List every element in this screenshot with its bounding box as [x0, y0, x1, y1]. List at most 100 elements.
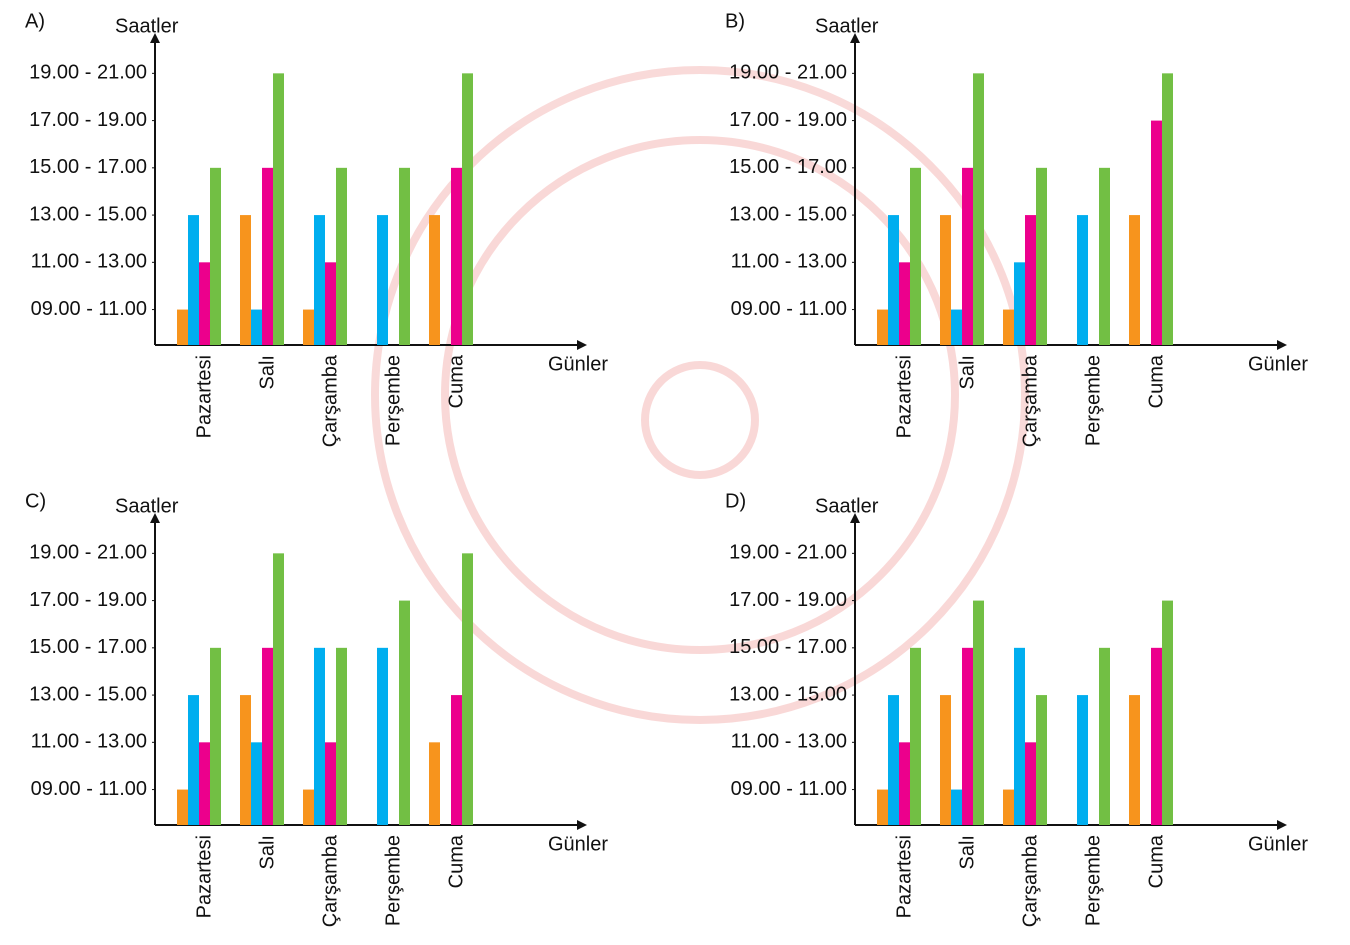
- bar: [877, 309, 888, 345]
- bar: [1036, 167, 1047, 345]
- y-tick-label: 09.00 - 11.00: [31, 298, 147, 320]
- bar: [451, 167, 462, 345]
- bar: [377, 215, 388, 345]
- bar: [325, 262, 336, 345]
- x-tick-label: Pazartesi: [893, 355, 915, 438]
- bar: [1099, 647, 1110, 825]
- y-tick-label: 13.00 - 15.00: [29, 683, 147, 705]
- bar: [262, 647, 273, 825]
- x-axis-label: Günler: [1248, 833, 1308, 855]
- y-tick-label: 15.00 - 17.00: [29, 156, 147, 178]
- x-tick-label: Pazartesi: [193, 835, 215, 918]
- y-tick-label: 19.00 - 21.00: [729, 62, 847, 84]
- x-tick-label: Cuma: [1145, 354, 1167, 408]
- panel-label: A): [25, 10, 45, 32]
- y-tick-label: 19.00 - 21.00: [29, 62, 147, 84]
- bar: [462, 553, 473, 825]
- y-tick-label: 11.00 - 13.00: [31, 731, 147, 753]
- x-tick-label: Perşembe: [382, 835, 404, 926]
- x-tick-label: Salı: [256, 835, 278, 869]
- x-tick-label: Cuma: [1145, 834, 1167, 888]
- bar: [877, 789, 888, 825]
- bar: [1025, 215, 1036, 345]
- x-tick-label: Cuma: [445, 354, 467, 408]
- y-tick-label: 13.00 - 15.00: [729, 203, 847, 225]
- bar: [251, 742, 262, 825]
- bar: [973, 73, 984, 345]
- y-tick-label: 13.00 - 15.00: [29, 203, 147, 225]
- bar: [962, 167, 973, 345]
- y-tick-label: 17.00 - 19.00: [729, 589, 847, 611]
- x-tick-label: Perşembe: [1082, 355, 1104, 446]
- y-tick-label: 09.00 - 11.00: [31, 778, 147, 800]
- bar: [399, 167, 410, 345]
- x-tick-label: Perşembe: [382, 355, 404, 446]
- bar: [188, 695, 199, 825]
- bar: [1014, 262, 1025, 345]
- bar: [240, 695, 251, 825]
- watermark: [371, 66, 1029, 724]
- bar: [1036, 695, 1047, 825]
- bar: [951, 789, 962, 825]
- y-axis-label: Saatler: [115, 495, 179, 517]
- bar: [1162, 73, 1173, 345]
- y-tick-label: 11.00 - 13.00: [731, 731, 847, 753]
- bar: [314, 647, 325, 825]
- bar: [1099, 167, 1110, 345]
- bar: [199, 742, 210, 825]
- x-tick-label: Çarşamba: [319, 354, 341, 447]
- bar: [177, 309, 188, 345]
- bar: [177, 789, 188, 825]
- bar: [210, 647, 221, 825]
- y-tick-label: 11.00 - 13.00: [31, 251, 147, 273]
- bar: [1077, 695, 1088, 825]
- bar: [273, 553, 284, 825]
- x-tick-label: Pazartesi: [893, 835, 915, 918]
- bar: [462, 73, 473, 345]
- x-tick-label: Pazartesi: [193, 355, 215, 438]
- bar: [1077, 215, 1088, 345]
- bar: [1003, 309, 1014, 345]
- y-tick-label: 11.00 - 13.00: [731, 251, 847, 273]
- bar: [951, 309, 962, 345]
- y-tick-label: 19.00 - 21.00: [29, 542, 147, 564]
- bar: [1014, 647, 1025, 825]
- x-axis-label: Günler: [548, 833, 608, 855]
- bar: [940, 215, 951, 345]
- bar: [314, 215, 325, 345]
- bar: [1129, 695, 1140, 825]
- x-tick-label: Salı: [956, 355, 978, 389]
- y-tick-label: 13.00 - 15.00: [729, 683, 847, 705]
- panel-label: C): [25, 490, 46, 512]
- panel-label: B): [725, 10, 745, 32]
- bar: [899, 262, 910, 345]
- y-tick-label: 15.00 - 17.00: [729, 636, 847, 658]
- bar: [303, 789, 314, 825]
- bar: [1025, 742, 1036, 825]
- bar: [940, 695, 951, 825]
- x-tick-label: Çarşamba: [319, 834, 341, 927]
- y-tick-label: 17.00 - 19.00: [29, 589, 147, 611]
- bar: [888, 215, 899, 345]
- bar: [899, 742, 910, 825]
- x-tick-label: Perşembe: [1082, 835, 1104, 926]
- x-tick-label: Salı: [956, 835, 978, 869]
- x-tick-label: Cuma: [445, 834, 467, 888]
- y-tick-label: 17.00 - 19.00: [729, 109, 847, 131]
- bar: [273, 73, 284, 345]
- bar: [377, 647, 388, 825]
- bar: [451, 695, 462, 825]
- bar: [888, 695, 899, 825]
- bar: [910, 647, 921, 825]
- y-axis-label: Saatler: [815, 15, 879, 37]
- y-axis-label: Saatler: [115, 15, 179, 37]
- bar: [1129, 215, 1140, 345]
- x-tick-label: Çarşamba: [1019, 354, 1041, 447]
- bar: [429, 742, 440, 825]
- bar: [325, 742, 336, 825]
- bar: [188, 215, 199, 345]
- bar: [973, 600, 984, 825]
- y-axis-label: Saatler: [815, 495, 879, 517]
- y-tick-label: 15.00 - 17.00: [29, 636, 147, 658]
- bar: [1151, 120, 1162, 346]
